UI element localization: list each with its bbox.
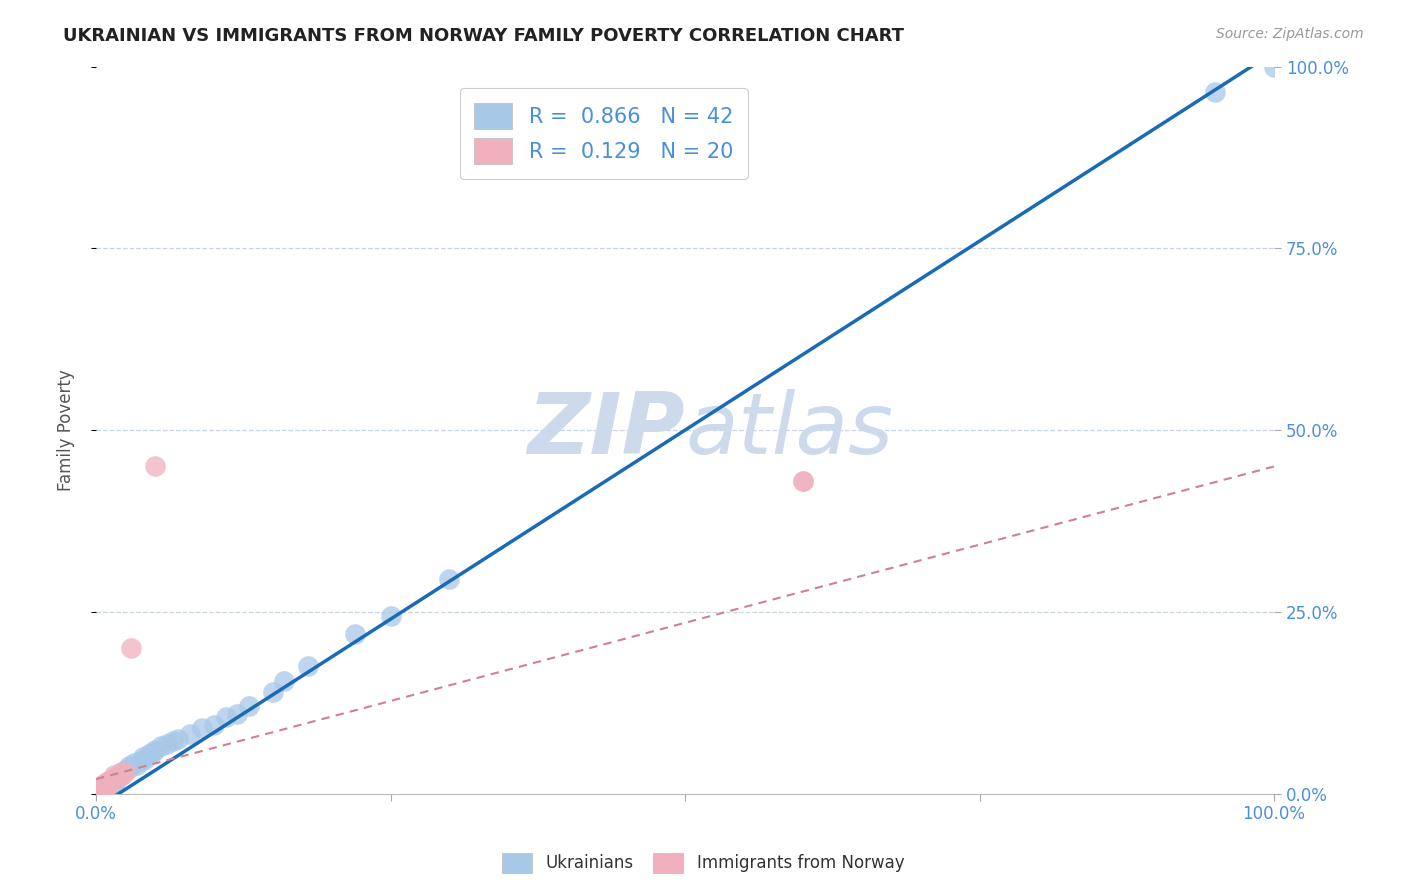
Text: UKRAINIAN VS IMMIGRANTS FROM NORWAY FAMILY POVERTY CORRELATION CHART: UKRAINIAN VS IMMIGRANTS FROM NORWAY FAMI… — [63, 27, 904, 45]
Point — [103, 768, 125, 782]
Point — [114, 764, 136, 778]
Point — [226, 706, 249, 721]
Legend: R =  0.866   N = 42, R =  0.129   N = 20: R = 0.866 N = 42, R = 0.129 N = 20 — [460, 88, 748, 179]
Point — [90, 780, 112, 794]
Point — [98, 780, 121, 795]
Point — [439, 572, 461, 586]
Point — [179, 727, 201, 741]
Point — [202, 717, 225, 731]
Point — [118, 759, 141, 773]
Point — [96, 780, 118, 794]
Point — [105, 771, 128, 785]
Point — [94, 776, 117, 790]
Point — [142, 744, 165, 758]
Point — [162, 734, 184, 748]
Point — [380, 608, 402, 623]
Text: Source: ZipAtlas.com: Source: ZipAtlas.com — [1216, 27, 1364, 41]
Point — [1204, 85, 1226, 99]
Y-axis label: Family Poverty: Family Poverty — [58, 369, 75, 491]
Point — [97, 778, 120, 792]
Point — [98, 776, 121, 790]
Point — [134, 752, 156, 766]
Point — [108, 766, 131, 780]
Point — [132, 750, 155, 764]
Point — [167, 732, 190, 747]
Point — [297, 659, 319, 673]
Point — [273, 673, 295, 688]
Point — [93, 782, 115, 797]
Point — [214, 710, 236, 724]
Point — [127, 757, 149, 772]
Point — [103, 771, 125, 785]
Point — [105, 772, 128, 786]
Point — [97, 773, 120, 788]
Point — [143, 459, 166, 474]
Point — [98, 776, 121, 790]
Point — [111, 768, 134, 782]
Text: atlas: atlas — [685, 389, 893, 472]
Point — [156, 737, 179, 751]
Point — [87, 784, 110, 798]
Point — [129, 754, 152, 768]
Point — [149, 739, 172, 754]
Legend: Ukrainians, Immigrants from Norway: Ukrainians, Immigrants from Norway — [495, 847, 911, 880]
Point — [262, 685, 284, 699]
Point — [122, 756, 145, 771]
Point — [104, 776, 127, 790]
Point — [114, 764, 136, 779]
Point — [191, 721, 214, 735]
Point — [238, 699, 260, 714]
Point — [1263, 60, 1285, 74]
Point — [90, 784, 112, 798]
Point — [91, 778, 114, 792]
Point — [94, 783, 117, 797]
Point — [344, 626, 367, 640]
Point — [108, 766, 131, 780]
Point — [143, 743, 166, 757]
Point — [93, 780, 115, 795]
Point — [792, 474, 814, 488]
Text: ZIP: ZIP — [527, 389, 685, 472]
Point — [100, 780, 122, 794]
Point — [101, 773, 124, 788]
Point — [101, 772, 124, 786]
Point — [138, 747, 160, 761]
Point — [120, 641, 142, 656]
Point — [792, 474, 814, 488]
Point — [90, 783, 112, 797]
Point — [111, 768, 134, 782]
Point — [89, 780, 111, 795]
Point — [120, 760, 142, 774]
